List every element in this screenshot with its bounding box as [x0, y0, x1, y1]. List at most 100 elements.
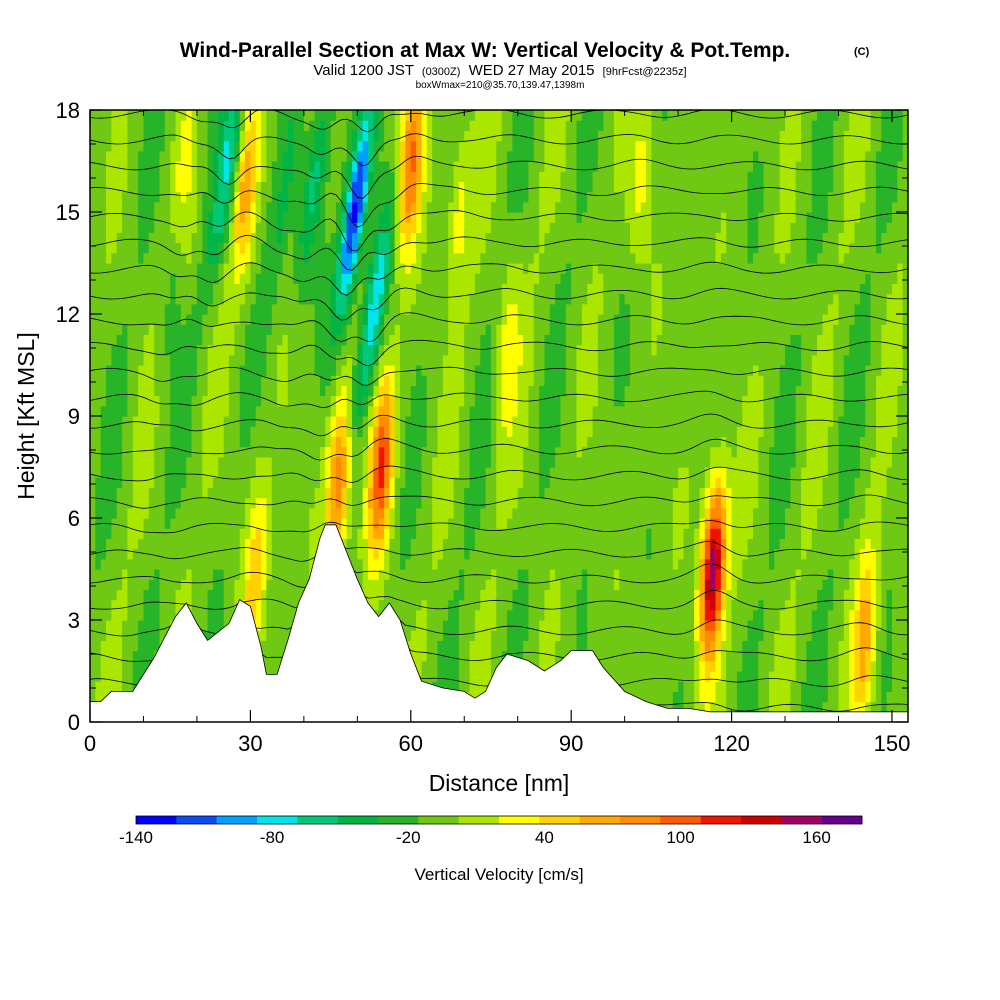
- velocity-cell: [523, 191, 529, 203]
- velocity-cell: [202, 385, 209, 397]
- velocity-cell: [410, 589, 417, 601]
- velocity-cell: [191, 150, 198, 162]
- velocity-cell: [271, 334, 278, 346]
- velocity-cell: [469, 140, 476, 152]
- velocity-cell: [106, 201, 112, 213]
- velocity-cell: [111, 181, 118, 193]
- velocity-cell: [346, 181, 353, 193]
- velocity-cell: [191, 558, 198, 570]
- velocity-cell: [303, 283, 310, 295]
- velocity-cell: [239, 375, 246, 386]
- velocity-cell: [207, 181, 214, 193]
- velocity-cell: [491, 609, 497, 621]
- velocity-cell: [512, 630, 519, 641]
- velocity-cell: [474, 487, 481, 499]
- velocity-cell: [346, 140, 353, 152]
- velocity-cell: [517, 293, 524, 305]
- velocity-cell: [507, 110, 513, 121]
- velocity-cell: [159, 620, 166, 631]
- velocity-cell: [357, 181, 364, 193]
- velocity-cell: [507, 344, 513, 356]
- velocity-cell: [357, 161, 364, 172]
- velocity-cell: [491, 405, 497, 417]
- velocity-cell: [517, 334, 524, 346]
- velocity-cell: [100, 477, 107, 488]
- velocity-cell: [341, 395, 348, 407]
- velocity-cell: [523, 252, 529, 264]
- velocity-cell: [180, 120, 187, 131]
- velocity-cell: [378, 436, 385, 448]
- velocity-cell: [250, 273, 257, 284]
- velocity-cell: [132, 120, 139, 131]
- velocity-cell: [266, 416, 273, 427]
- velocity-cell: [164, 303, 171, 315]
- velocity-cell: [127, 518, 134, 529]
- velocity-cell: [512, 518, 519, 529]
- velocity-cell: [282, 273, 289, 284]
- velocity-cell: [389, 212, 396, 223]
- velocity-cell: [143, 201, 150, 213]
- velocity-cell: [469, 395, 476, 407]
- velocity-cell: [277, 212, 283, 223]
- velocity-cell: [250, 487, 257, 499]
- velocity-cell: [90, 467, 96, 478]
- velocity-cell: [196, 507, 203, 519]
- velocity-cell: [394, 334, 401, 346]
- velocity-cell: [394, 426, 401, 437]
- velocity-cell: [148, 569, 155, 580]
- velocity-cell: [277, 456, 283, 468]
- velocity-cell: [138, 456, 144, 468]
- velocity-cell: [298, 120, 305, 131]
- velocity-cell: [437, 140, 444, 152]
- velocity-cell: [239, 263, 246, 274]
- velocity-cell: [330, 365, 337, 376]
- velocity-cell: [335, 242, 342, 254]
- velocity-cell: [229, 222, 235, 233]
- velocity-cell: [341, 426, 348, 437]
- velocity-cell: [293, 354, 300, 366]
- velocity-cell: [474, 161, 481, 172]
- velocity-cell: [517, 589, 524, 601]
- velocity-cell: [405, 191, 412, 203]
- velocity-cell: [143, 569, 150, 580]
- velocity-cell: [357, 405, 364, 417]
- velocity-cell: [282, 538, 289, 550]
- velocity-cell: [362, 201, 369, 213]
- velocity-cell: [368, 385, 374, 397]
- velocity-cell: [378, 344, 385, 356]
- velocity-cell: [474, 252, 481, 264]
- velocity-cell: [303, 232, 310, 244]
- velocity-cell: [416, 640, 422, 652]
- velocity-cell: [266, 456, 273, 468]
- velocity-cell: [309, 314, 316, 325]
- velocity-cell: [255, 252, 262, 264]
- velocity-cell: [453, 201, 460, 213]
- velocity-cell: [250, 538, 257, 550]
- velocity-cell: [132, 405, 139, 417]
- velocity-cell: [266, 303, 273, 315]
- velocity-cell: [138, 477, 144, 488]
- velocity-cell: [261, 538, 267, 550]
- velocity-cell: [154, 497, 161, 509]
- velocity-cell: [442, 640, 449, 652]
- velocity-cell: [394, 477, 401, 488]
- velocity-cell: [437, 620, 444, 631]
- velocity-cell: [442, 110, 449, 121]
- velocity-cell: [175, 171, 182, 182]
- velocity-cell: [175, 273, 182, 284]
- velocity-cell: [122, 232, 128, 244]
- velocity-cell: [271, 609, 278, 621]
- velocity-cell: [245, 252, 251, 264]
- velocity-cell: [106, 314, 112, 325]
- velocity-cell: [293, 314, 300, 325]
- velocity-cell: [282, 640, 289, 652]
- velocity-cell: [346, 426, 353, 437]
- velocity-cell: [122, 640, 128, 652]
- velocity-cell: [485, 487, 492, 499]
- velocity-cell: [186, 120, 193, 131]
- velocity-cell: [229, 416, 235, 427]
- velocity-cell: [293, 385, 300, 397]
- velocity-cell: [106, 110, 112, 121]
- velocity-cell: [282, 416, 289, 427]
- velocity-cell: [362, 538, 369, 550]
